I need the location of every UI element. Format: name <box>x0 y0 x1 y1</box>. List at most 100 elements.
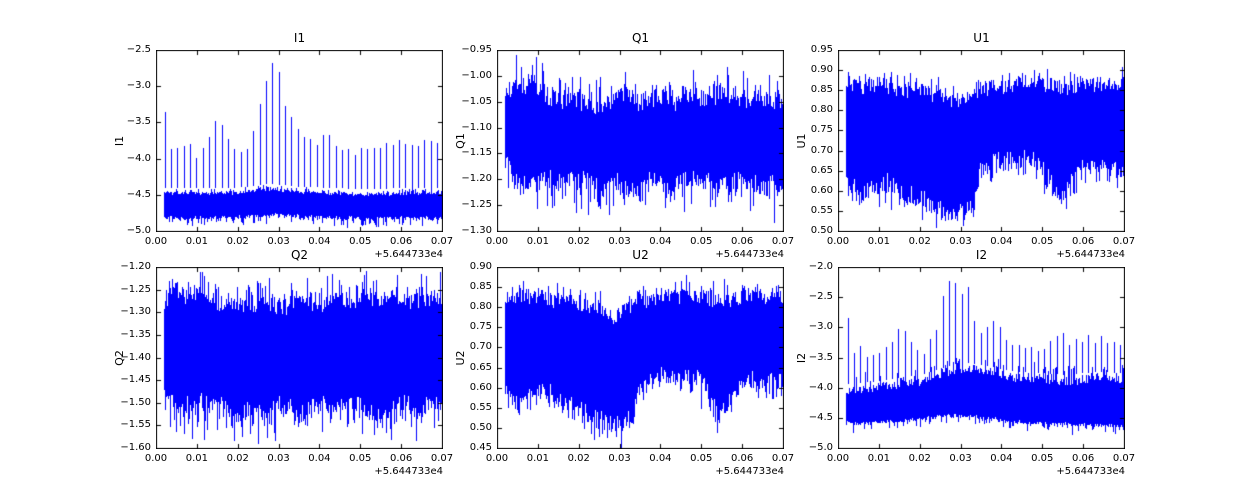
x-tick-label: 0.00 <box>485 236 509 247</box>
subplot-u1: U1 U1 0.95 0.90 0.85 0.80 0.75 0.70 0.65 0.60 0.… <box>795 31 1135 260</box>
x-tick-label: 0.07 <box>1112 236 1136 247</box>
y-tick-label: 0.45 <box>469 442 492 453</box>
y-tick-label: 0.90 <box>810 64 833 76</box>
x-tick-label: 0.05 <box>1031 236 1054 247</box>
y-tick-label: 0.85 <box>469 281 492 293</box>
subplot-u2: U2 U2 0.90 0.85 0.80 0.75 0.70 0.65 0.60 0.55 0.… <box>454 248 794 477</box>
y-tick-label: 0.55 <box>810 204 833 216</box>
x-tick-label: 0.05 <box>690 236 713 247</box>
x-tick-label: 0.03 <box>267 236 290 247</box>
x-tick-label: 0.02 <box>567 453 590 464</box>
y-tick-label: −1.10 <box>461 121 492 133</box>
x-tick-label: 0.01 <box>867 236 890 247</box>
x-tick-label: 0.06 <box>1072 236 1095 247</box>
x-tick-label: 0.03 <box>608 453 631 464</box>
x-tick-label: 0.01 <box>526 453 549 464</box>
x-tick-label: 0.03 <box>949 236 972 247</box>
subplot-title: U2 <box>632 248 649 262</box>
y-tick-label: −3.5 <box>808 351 833 363</box>
x-tick-label: 0.06 <box>390 236 413 247</box>
y-tick-label: −1.25 <box>120 283 151 295</box>
x-tick-label: 0.02 <box>908 453 931 464</box>
y-tick-label: −1.55 <box>120 419 151 431</box>
x-axis-offset-label: +5.644733e4 <box>1056 249 1125 260</box>
y-tick-label: −1.60 <box>120 442 151 453</box>
y-tick-label: −2.5 <box>808 291 833 303</box>
x-tick-label: 0.03 <box>267 453 290 464</box>
plot-area-canvas <box>838 50 1125 232</box>
plot-area-canvas <box>497 267 784 449</box>
plot-area-canvas <box>838 267 1125 449</box>
y-tick-label: −1.50 <box>120 396 151 408</box>
subplot-title: I2 <box>975 248 988 262</box>
y-tick-label: −1.15 <box>461 147 492 159</box>
subplot-q2: Q2 Q2 −1.20 −1.25 −1.30 −1.35 −1.40 −1.45 −1.5… <box>113 248 453 477</box>
y-tick-label: −4.0 <box>808 381 833 393</box>
x-tick-label: 0.04 <box>990 453 1013 464</box>
y-tick-label: −5.0 <box>126 225 151 236</box>
plot-area-canvas <box>156 50 443 232</box>
x-tick-label: 0.04 <box>649 236 672 247</box>
y-tick-label: −4.5 <box>126 188 151 200</box>
y-tick-label: 0.60 <box>469 381 492 393</box>
y-tick-label: 0.80 <box>810 104 833 116</box>
subplot-i1: I1 I1 −2.5 −3.0 −3.5 −4.0 −4.5 −5.0 0.00 0.01 0… <box>113 31 453 260</box>
x-tick-label: 0.02 <box>226 236 249 247</box>
y-tick-label: 0.70 <box>469 341 492 353</box>
x-tick-label: 0.07 <box>430 236 454 247</box>
x-tick-label: 0.02 <box>908 236 931 247</box>
plot-area-canvas <box>497 50 784 232</box>
x-tick-label: 0.07 <box>771 453 795 464</box>
x-axis-offset-label: +5.644733e4 <box>1056 466 1125 477</box>
x-tick-label: 0.07 <box>1112 453 1136 464</box>
plot-area-canvas <box>156 267 443 449</box>
y-tick-label: −4.5 <box>808 411 833 423</box>
y-tick-label: 0.60 <box>810 184 833 196</box>
x-tick-label: 0.00 <box>144 453 168 464</box>
x-tick-label: 0.05 <box>690 453 713 464</box>
x-tick-label: 0.00 <box>826 453 850 464</box>
x-tick-label: 0.06 <box>1072 453 1095 464</box>
y-tick-label: −1.30 <box>120 306 151 318</box>
y-tick-label: −2.0 <box>808 261 833 272</box>
subplot-title: U1 <box>973 31 990 45</box>
y-tick-label: 0.95 <box>810 44 833 55</box>
x-tick-label: 0.01 <box>185 453 208 464</box>
y-tick-label: 0.80 <box>469 301 492 313</box>
y-tick-label: −1.35 <box>120 328 151 340</box>
y-tick-label: −1.30 <box>461 225 492 236</box>
x-tick-label: 0.01 <box>185 236 208 247</box>
y-tick-label: 0.70 <box>810 144 833 156</box>
y-tick-label: 0.85 <box>810 84 833 96</box>
x-axis-offset-label: +5.644733e4 <box>715 466 784 477</box>
y-tick-label: −1.00 <box>461 69 492 81</box>
y-tick-label: 0.65 <box>469 361 492 373</box>
x-tick-label: 0.05 <box>349 236 372 247</box>
subplot-title: Q2 <box>290 248 309 262</box>
subplot-i2: I2 I2 −2.0 −2.5 −3.0 −3.5 −4.0 −4.5 −5.0 0.00 0… <box>795 248 1135 477</box>
y-tick-label: 0.50 <box>469 421 492 433</box>
x-axis-offset-label: +5.644733e4 <box>374 249 443 260</box>
y-tick-label: 0.90 <box>469 261 492 272</box>
x-tick-label: 0.02 <box>567 236 590 247</box>
x-tick-label: 0.06 <box>390 453 413 464</box>
y-tick-label: −2.5 <box>126 44 151 55</box>
y-tick-label: −1.20 <box>120 261 151 272</box>
y-tick-label: −4.0 <box>126 152 151 164</box>
y-tick-label: 0.55 <box>469 401 492 413</box>
x-tick-label: 0.00 <box>826 236 850 247</box>
y-tick-label: −0.95 <box>461 44 492 55</box>
x-tick-label: 0.01 <box>867 453 890 464</box>
x-tick-label: 0.04 <box>649 453 672 464</box>
x-tick-label: 0.07 <box>430 453 454 464</box>
y-tick-label: 0.50 <box>810 225 833 236</box>
x-tick-label: 0.05 <box>349 453 372 464</box>
subplot-title: Q1 <box>631 31 650 45</box>
y-tick-label: −1.40 <box>120 351 151 363</box>
subplot-q1: Q1 Q1 −0.95 −1.00 −1.05 −1.10 −1.15 −1.20 −1.2… <box>454 31 794 260</box>
y-tick-label: −3.0 <box>126 80 151 92</box>
x-tick-label: 0.06 <box>731 236 754 247</box>
y-tick-label: −1.20 <box>461 173 492 185</box>
x-tick-label: 0.06 <box>731 453 754 464</box>
